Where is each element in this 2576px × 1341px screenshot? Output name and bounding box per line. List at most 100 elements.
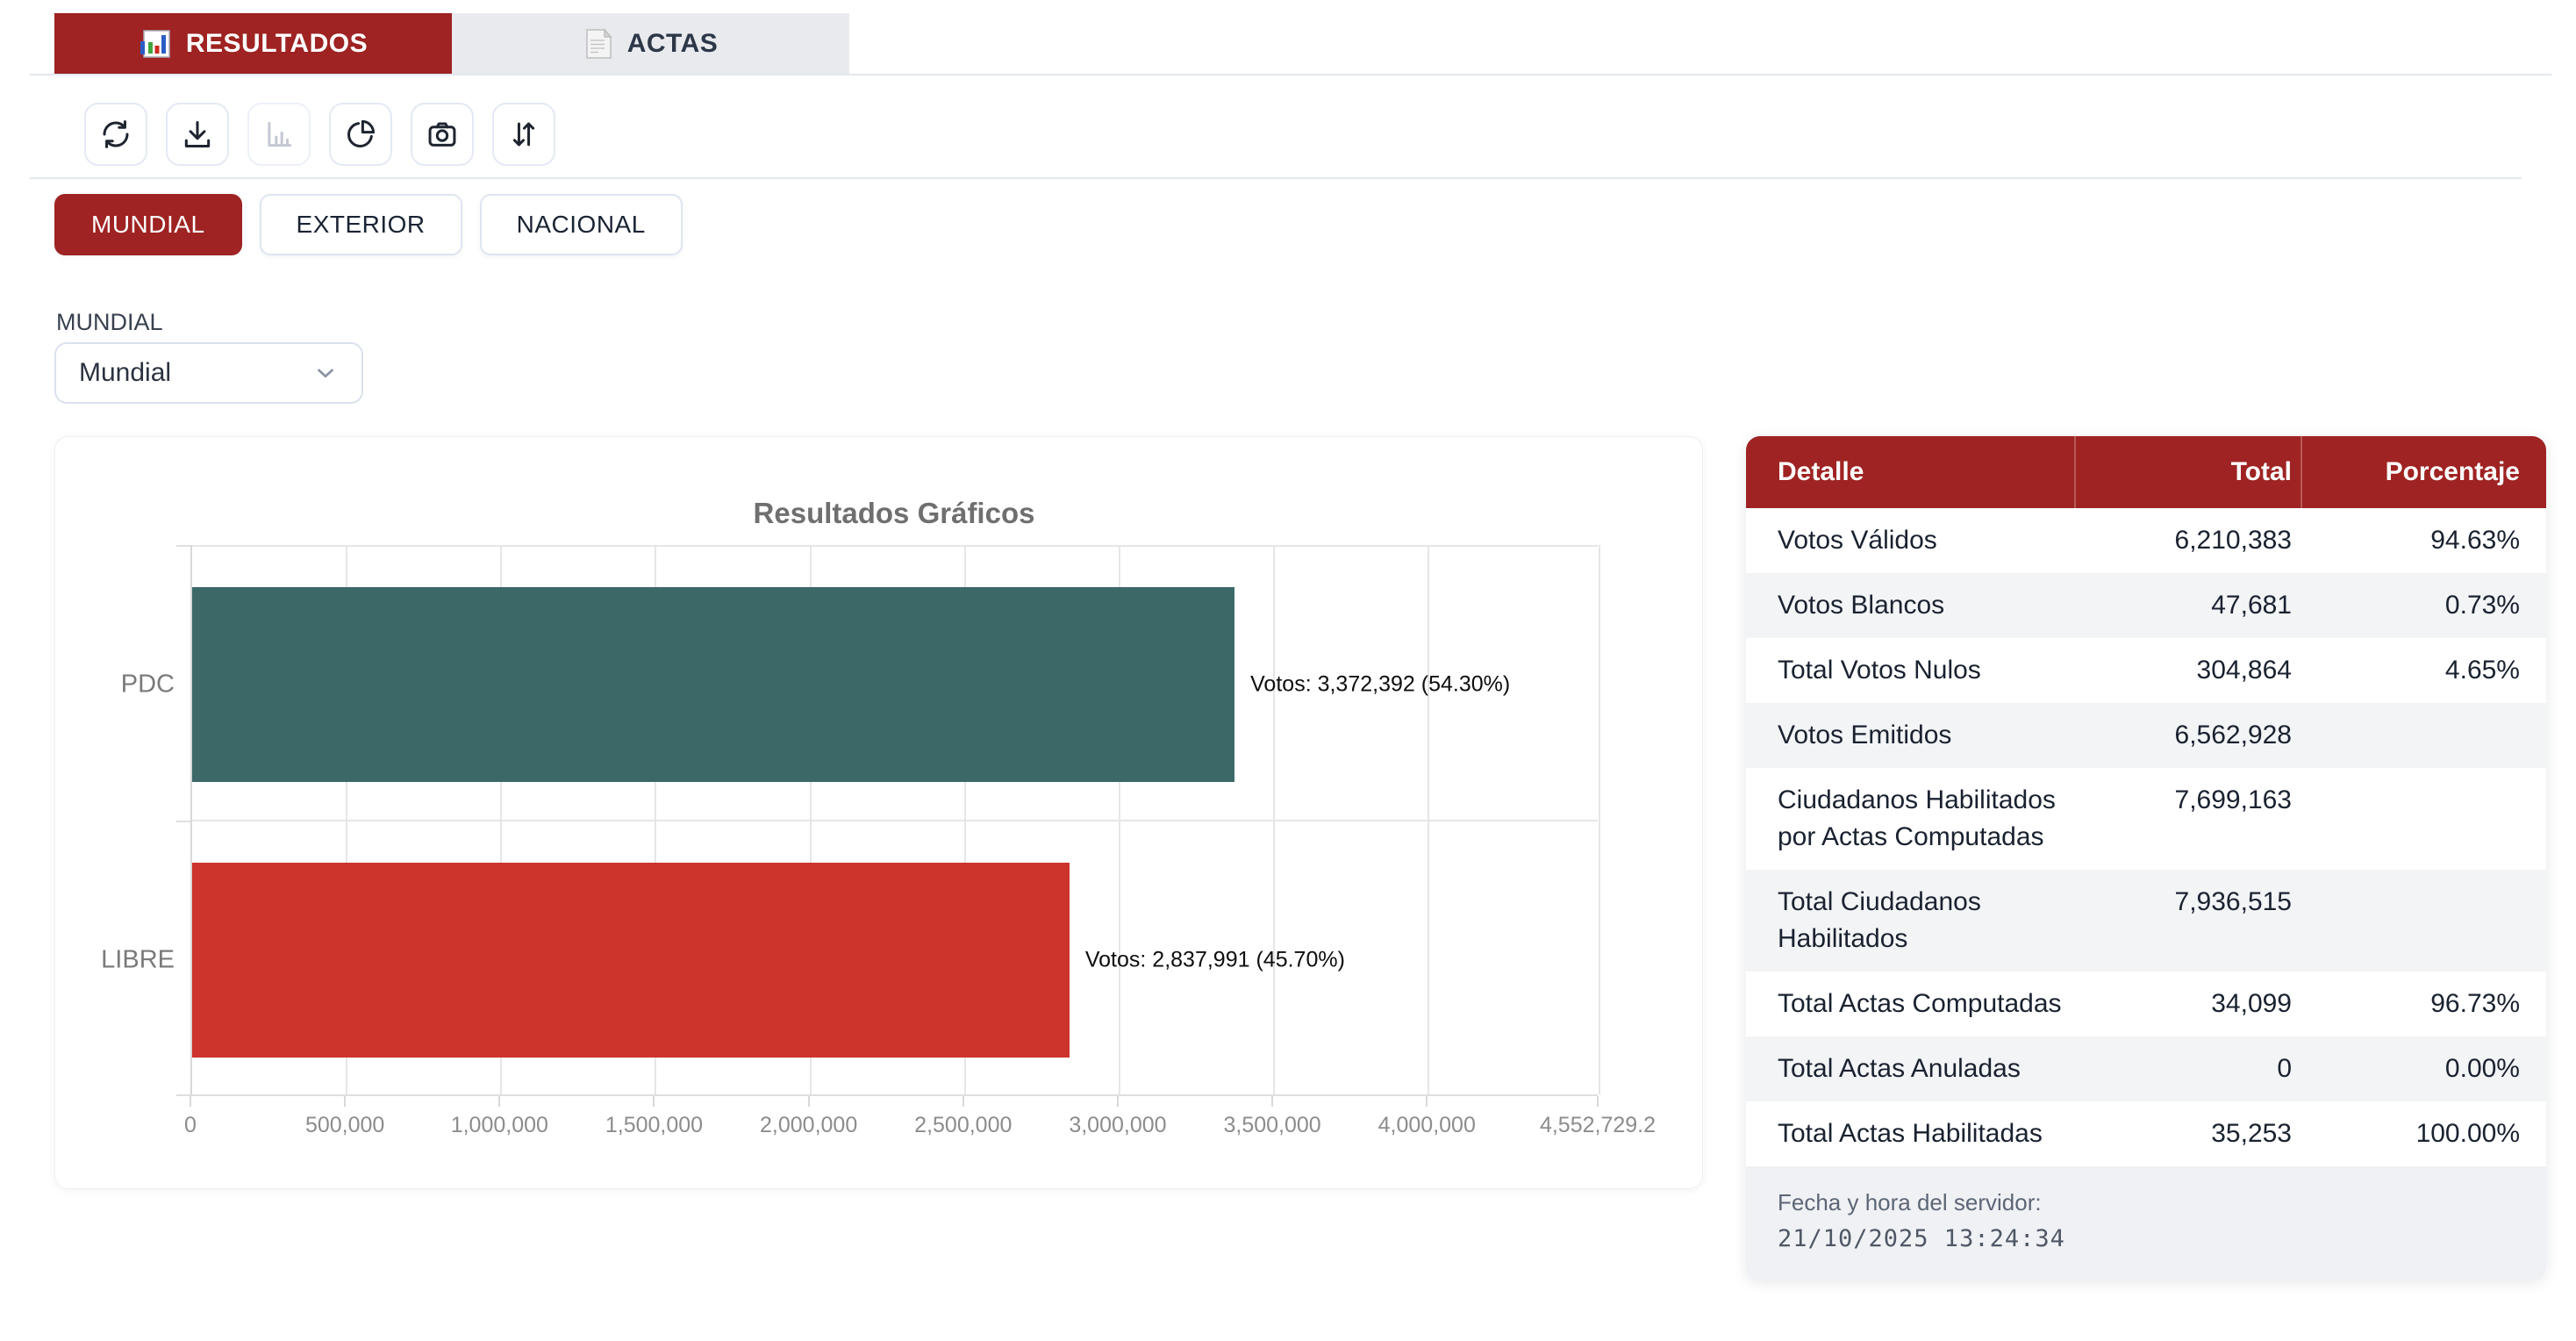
scope-button-mundial[interactable]: MUNDIAL (54, 194, 242, 255)
cell-total: 7,699,163 (2174, 785, 2292, 814)
grid-line (192, 820, 1598, 821)
x-tick-label: 3,500,000 (1223, 1113, 1321, 1137)
cell-detalle: Total Actas Computadas (1778, 989, 2062, 1018)
camera-button[interactable] (411, 103, 474, 166)
cell-total: 6,562,928 (2174, 721, 2292, 749)
cell-porcentaje: 100.00% (2415, 1119, 2520, 1148)
x-tick-label: 4,000,000 (1377, 1113, 1476, 1137)
cell-detalle: Ciudadanos Habilitados por Actas Computa… (1778, 785, 2056, 851)
cell-porcentaje (2301, 768, 2546, 870)
cell-porcentaje: 0.73% (2444, 591, 2520, 620)
chevron-down-icon (318, 369, 333, 378)
x-tick-label: 500,000 (304, 1113, 385, 1137)
bar-value-label: Votos: 2,837,991 (45.70%) (1084, 947, 1345, 972)
cell-total: 0 (2277, 1054, 2292, 1083)
x-tick-label: 2,500,000 (914, 1113, 1013, 1137)
region-dropdown[interactable]: Mundial (54, 342, 363, 404)
axis-tick-mark (176, 1094, 190, 1096)
tab-bar: RESULTADOS ACTAS (54, 13, 849, 74)
grid-line (192, 545, 1598, 547)
bar-libre[interactable] (192, 863, 1070, 1058)
cell-detalle: Total Actas Habilitadas (1778, 1119, 2043, 1148)
cell-porcentaje: 96.73% (2430, 989, 2520, 1018)
sort-icon (512, 122, 535, 147)
category-label: PDC (120, 670, 175, 699)
cell-total: 47,681 (2211, 591, 2292, 620)
axis-tick-mark (962, 1096, 964, 1107)
sort-button[interactable] (492, 103, 555, 166)
pie-chart-icon (347, 119, 376, 147)
axis-tick-mark (807, 1096, 810, 1107)
axis-tick-mark (653, 1096, 655, 1107)
divider-under-toolbar (30, 177, 2522, 179)
table-footer: Fecha y hora del servidor: 21/10/2025 13… (1746, 1166, 2546, 1280)
cell-porcentaje (2301, 703, 2546, 768)
col-header-porcentaje: Porcentaje (2301, 436, 2546, 508)
scope-button-nacional[interactable]: NACIONAL (479, 194, 683, 255)
cell-porcentaje (2301, 870, 2546, 972)
download-icon (184, 121, 211, 147)
bar-pdc[interactable] (192, 587, 1235, 782)
axis-tick-mark (498, 1096, 501, 1107)
scope-button-group: MUNDIAL EXTERIOR NACIONAL (54, 194, 683, 255)
cell-porcentaje: 94.63% (2430, 526, 2520, 555)
x-tick-label: 1,000,000 (450, 1113, 548, 1137)
tab-actas-label: ACTAS (626, 28, 719, 58)
axis-tick-mark (1116, 1096, 1119, 1107)
bar-chart-icon (268, 121, 292, 147)
x-tick-label: 2,000,000 (760, 1113, 858, 1137)
tab-resultados-label: RESULTADOS (185, 28, 369, 58)
x-tick-label: 0 (184, 1113, 197, 1137)
axis-tick-mark (190, 1096, 191, 1107)
cell-detalle: Total Ciudadanos Habilitados (1778, 887, 1981, 953)
table-row: Votos Válidos 6,210,383 94.63% (1746, 508, 2546, 573)
download-button[interactable] (166, 103, 229, 166)
axis-tick-mark (176, 545, 190, 547)
table-header: Detalle Total Porcentaje (1746, 436, 2546, 508)
x-tick-label: 1,500,000 (605, 1113, 704, 1137)
table-row: Votos Blancos 47,681 0.73% (1746, 573, 2546, 638)
tab-resultados[interactable]: RESULTADOS (54, 13, 452, 74)
category-label: LIBRE (101, 945, 175, 974)
col-header-detalle: Detalle (1778, 457, 1864, 486)
cell-detalle: Votos Emitidos (1778, 721, 1952, 749)
server-time-label: Fecha y hora del servidor: (1778, 1189, 2042, 1216)
chart-card: Resultados Gráficos Votos: 3,372,392 (54… (54, 436, 1703, 1189)
refresh-button[interactable] (84, 103, 147, 166)
table-row: Votos Emitidos 6,562,928 (1746, 703, 2546, 768)
tab-actas[interactable]: ACTAS (452, 13, 849, 74)
cell-porcentaje: 4.65% (2444, 656, 2520, 685)
table-row: Total Actas Computadas 34,099 96.73% (1746, 972, 2546, 1036)
axis-tick-mark (1426, 1096, 1428, 1107)
cell-detalle: Total Actas Anuladas (1778, 1054, 2021, 1083)
col-header-total: Total (2074, 436, 2301, 508)
x-tick-label: 4,552,729.2 (1539, 1113, 1657, 1137)
axis-tick-mark (344, 1096, 347, 1107)
chart-toolbar (84, 103, 555, 166)
axis-tick-mark (176, 821, 190, 822)
bar-chart-button[interactable] (247, 103, 311, 166)
plot-area: Votos: 3,372,392 (54.30%) Votos: 2,837,99… (190, 545, 1600, 1096)
cell-total: 304,864 (2196, 656, 2292, 685)
region-dropdown-value: Mundial (79, 358, 172, 387)
refresh-icon (103, 120, 129, 148)
divider-under-tabs (30, 74, 2551, 75)
bar-value-label: Votos: 3,372,392 (54.30%) (1250, 671, 1511, 697)
cell-detalle: Votos Válidos (1778, 526, 1937, 555)
scope-button-exterior[interactable]: EXTERIOR (259, 194, 462, 255)
table-row: Total Ciudadanos Habilitados 7,936,515 (1746, 870, 2546, 972)
server-time-value: 21/10/2025 13:24:34 (1778, 1225, 2065, 1252)
table-body: Votos Válidos 6,210,383 94.63% Votos Blanco… (1746, 508, 2546, 1166)
summary-table: Detalle Total Porcentaje Votos Válidos 6,… (1746, 436, 2546, 1280)
table-row: Total Actas Habilitadas 35,253 100.00% (1746, 1101, 2546, 1166)
table-row: Total Actas Anuladas 0 0.00% (1746, 1036, 2546, 1101)
cell-total: 6,210,383 (2174, 526, 2292, 555)
pie-chart-button[interactable] (329, 103, 392, 166)
camera-icon (428, 122, 456, 147)
cell-detalle: Votos Blancos (1778, 591, 1945, 620)
cell-porcentaje: 0.00% (2444, 1054, 2520, 1083)
table-row: Total Votos Nulos 304,864 4.65% (1746, 638, 2546, 703)
cell-total: 34,099 (2211, 989, 2292, 1018)
cell-detalle: Total Votos Nulos (1778, 656, 1981, 685)
axis-tick-mark (1271, 1096, 1274, 1107)
